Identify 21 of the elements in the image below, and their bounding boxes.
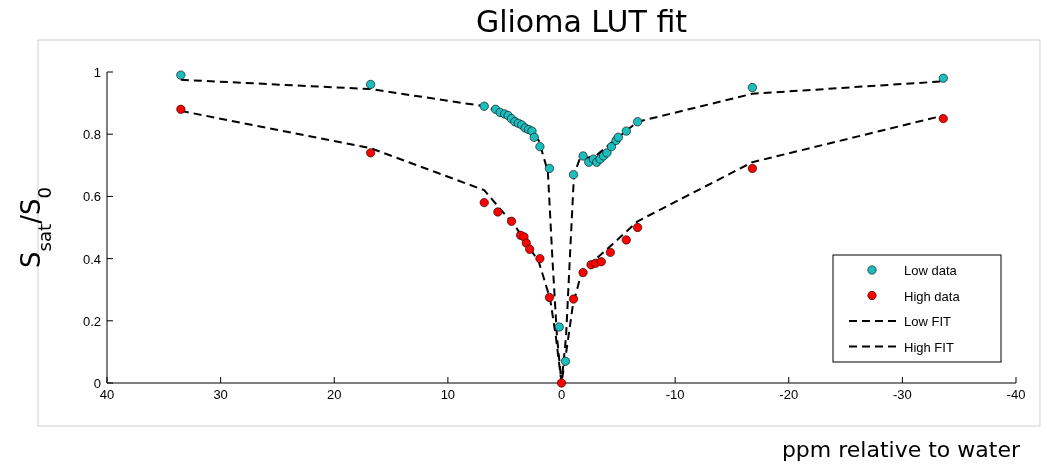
y-tick-label: 0.6 [82, 189, 101, 205]
x-tick-label: 30 [213, 387, 228, 402]
x-axis-title: ppm relative to water [781, 437, 1021, 462]
x-tick-label: -30 [892, 387, 912, 402]
x-tick-label: 20 [327, 387, 342, 402]
legend-label: High FIT [904, 339, 954, 355]
legend-label: High data [904, 288, 961, 304]
x-tick-label: 0 [557, 387, 566, 402]
x-tick-label: -20 [779, 387, 799, 402]
x-tick-label: 40 [99, 387, 115, 402]
y-tick-label: 0.8 [82, 127, 101, 143]
y-tick-label: 0.4 [82, 251, 101, 267]
y-tick-label: 0 [93, 376, 101, 391]
y-tick-label: 0.2 [82, 313, 101, 329]
x-tick-label: -10 [665, 387, 685, 402]
legend-label: Low FIT [904, 314, 952, 329]
legend-label: Low data [904, 263, 958, 278]
y-tick-label: 1 [93, 65, 101, 80]
x-tick-label: -40 [1006, 387, 1026, 402]
x-tick-label: 10 [440, 387, 456, 402]
chart-title: Glioma LUT fit [475, 4, 688, 39]
